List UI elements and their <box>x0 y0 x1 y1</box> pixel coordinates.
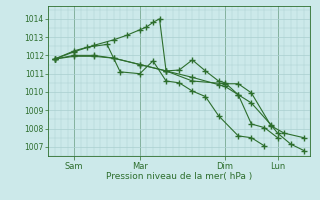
X-axis label: Pression niveau de la mer( hPa ): Pression niveau de la mer( hPa ) <box>106 172 252 181</box>
